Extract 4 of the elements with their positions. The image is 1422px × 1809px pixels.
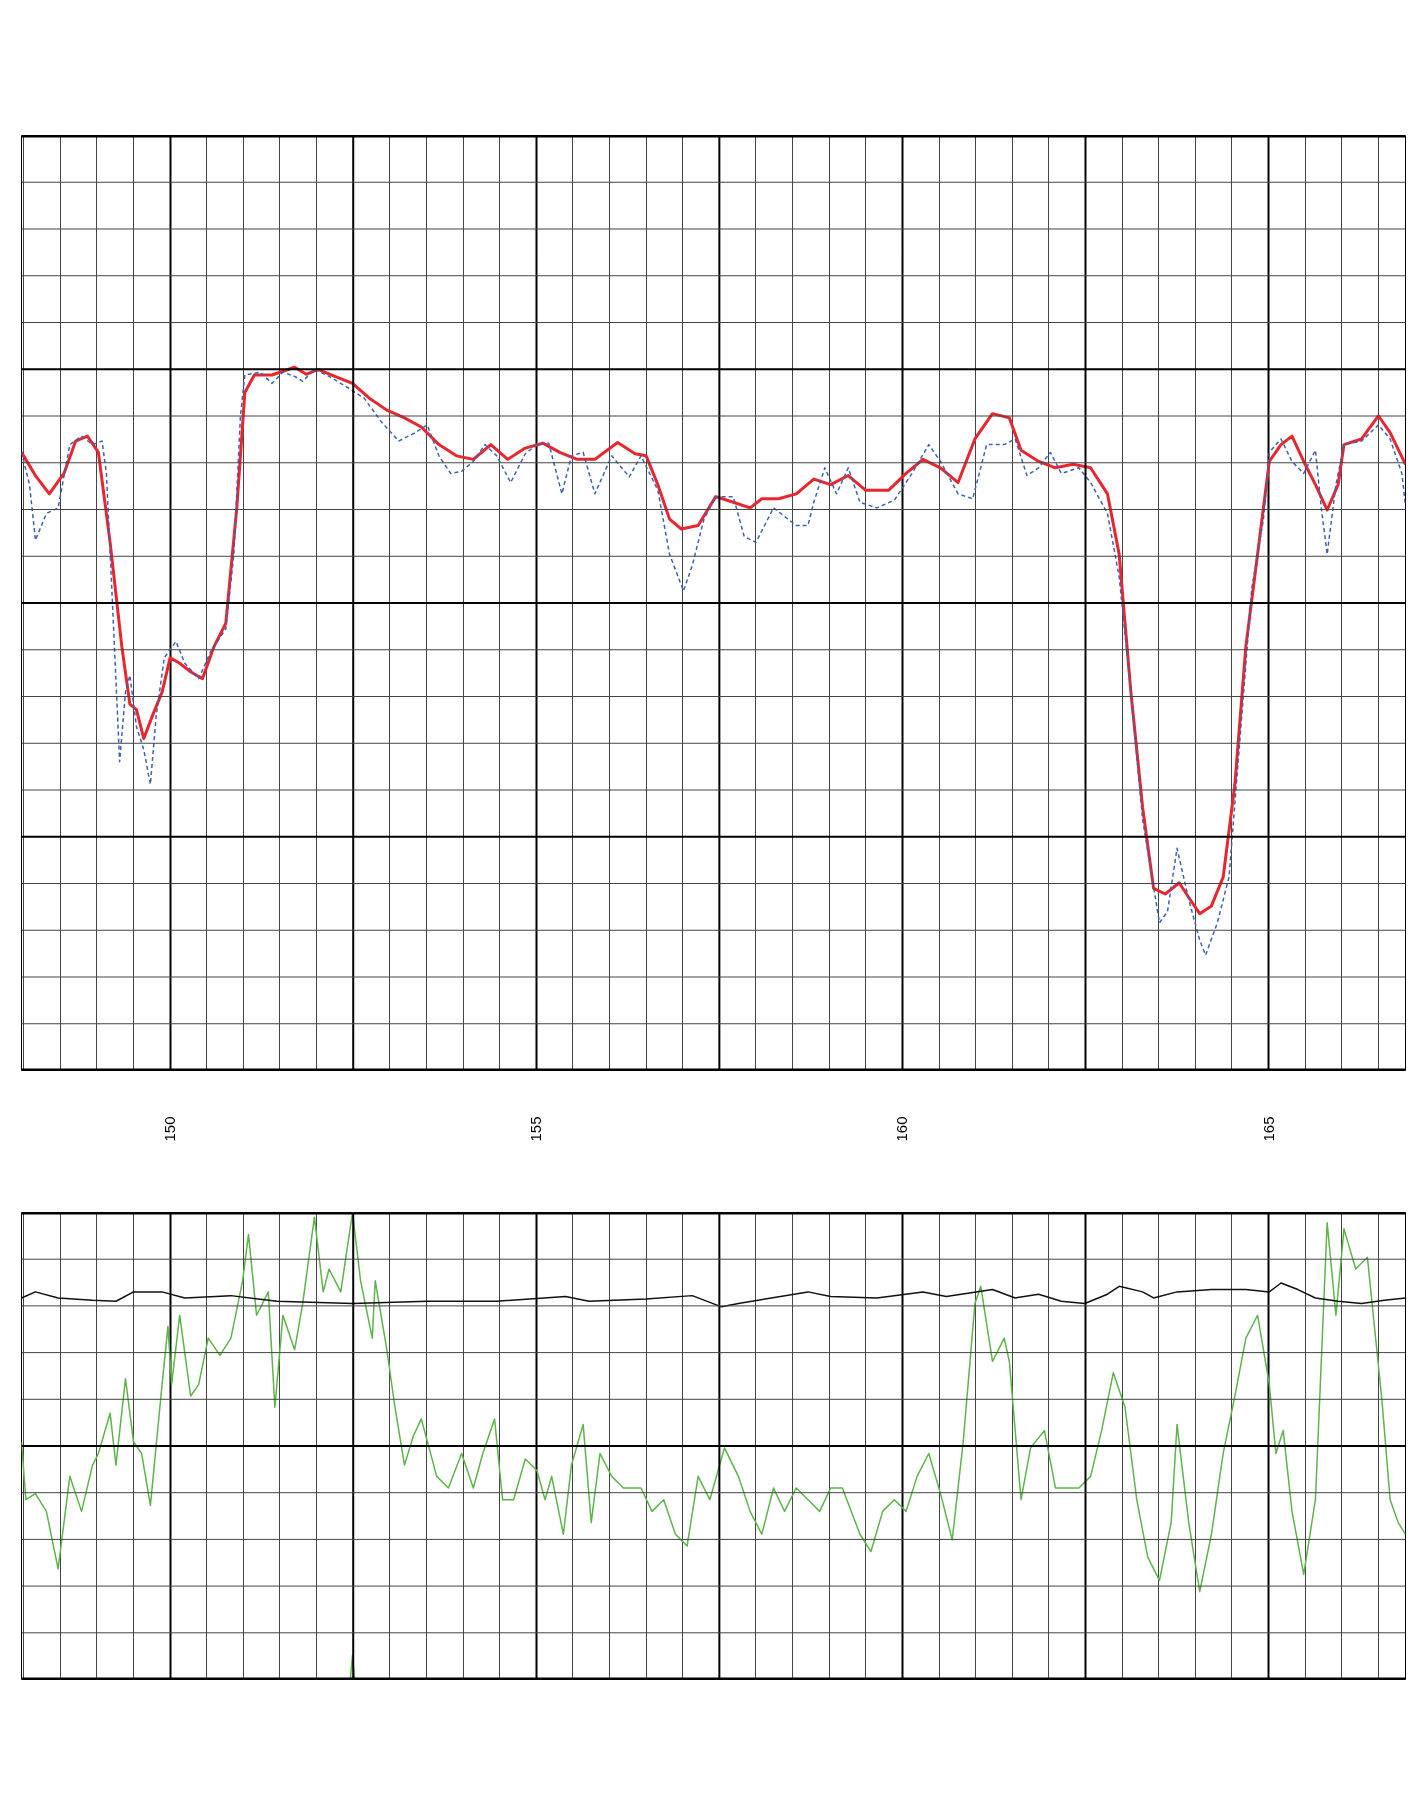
x-tick-label: 155 <box>527 1116 545 1142</box>
x-tick-label: 165 <box>1259 1116 1277 1142</box>
x-tick-label: 160 <box>893 1116 911 1142</box>
x-tick-label: 150 <box>161 1116 179 1142</box>
